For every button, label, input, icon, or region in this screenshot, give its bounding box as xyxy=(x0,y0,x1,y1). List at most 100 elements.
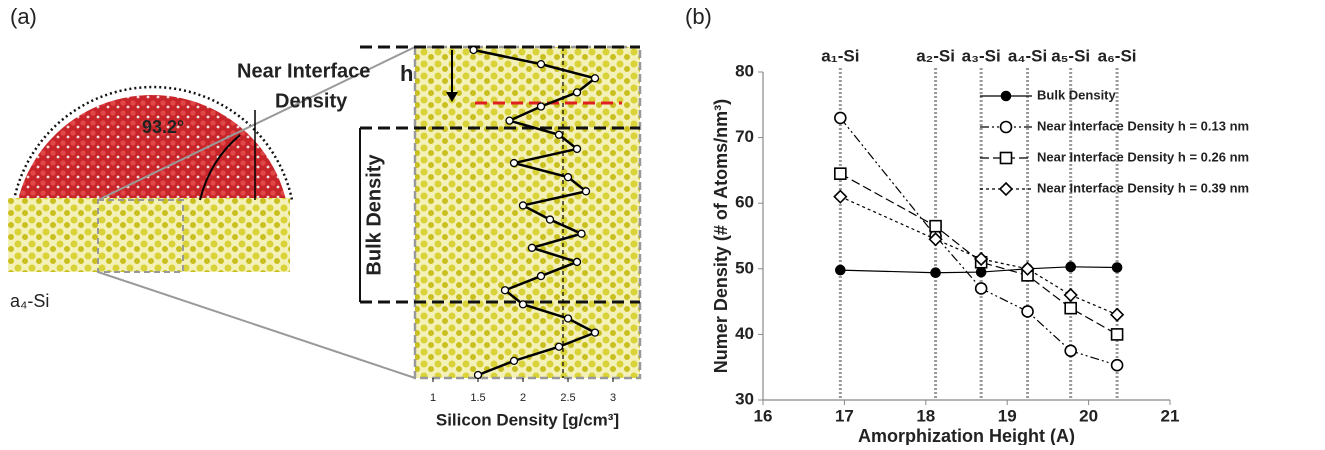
profile-point xyxy=(554,342,564,351)
profile-point xyxy=(536,59,546,69)
marker xyxy=(975,266,987,278)
legend-label: Near Interface Density h = 0.39 nm xyxy=(1037,180,1249,195)
profile-point xyxy=(509,356,519,366)
x-tick-label: 16 xyxy=(754,406,773,425)
series-line xyxy=(840,266,1118,274)
series-line xyxy=(840,196,1118,316)
x-tick-label: 20 xyxy=(1079,406,1098,425)
x-tick-label: 17 xyxy=(835,406,854,425)
marker xyxy=(835,264,846,276)
series-line xyxy=(840,173,1118,335)
marker xyxy=(834,167,847,180)
marker xyxy=(1109,307,1125,322)
marker xyxy=(930,267,941,279)
legend-marker xyxy=(999,120,1013,134)
inset xyxy=(413,45,642,380)
marker xyxy=(929,219,942,233)
legend-label: Near Interface Density h = 0.13 nm xyxy=(1037,118,1249,133)
series-line xyxy=(839,117,1118,366)
profile-point xyxy=(572,144,582,154)
marker xyxy=(1064,344,1077,358)
marker xyxy=(1063,287,1078,303)
legend-marker xyxy=(998,181,1014,197)
marker xyxy=(1064,301,1077,315)
near-interface-label: Near Interface xyxy=(237,60,370,82)
y-tick-label: 60 xyxy=(735,193,754,212)
marker xyxy=(1020,261,1035,276)
phase-label: a₃-Si xyxy=(962,46,1001,65)
profile-point xyxy=(527,243,537,252)
legend-label: Bulk Density xyxy=(1037,87,1117,102)
x-tick-label: 3 xyxy=(610,392,616,404)
x-tick-label: 2.5 xyxy=(560,392,575,404)
panel-label: (a) xyxy=(10,4,37,29)
profile-point xyxy=(518,201,528,210)
x-tick-label: 1 xyxy=(430,392,436,404)
y-tick-label: 40 xyxy=(735,324,754,343)
legend-label: Near Interface Density h = 0.26 nm xyxy=(1037,149,1249,164)
x-axis-title: Amorphization Height (A) xyxy=(858,426,1075,445)
y-axis-title: Numer Density (# of Atoms/nm³) xyxy=(711,99,731,373)
legend-marker xyxy=(999,151,1013,165)
marker xyxy=(1110,358,1124,372)
profile-point xyxy=(473,370,483,380)
h-arrowhead xyxy=(446,92,458,102)
marker xyxy=(1021,305,1034,318)
h-label: h xyxy=(400,61,413,86)
profile-point xyxy=(509,158,519,168)
zoom-line xyxy=(97,271,416,379)
contact-angle: 93.2° xyxy=(142,117,184,137)
x-tick-label: 19 xyxy=(998,406,1017,425)
phase-label: a₄-Si xyxy=(1008,46,1047,65)
y-tick-label: 70 xyxy=(735,127,754,146)
legend-marker xyxy=(1000,90,1012,102)
marker xyxy=(834,111,847,125)
profile-point xyxy=(572,88,582,97)
marker xyxy=(1065,261,1076,273)
profile-point xyxy=(590,328,600,337)
sample-label: a₄-Si xyxy=(10,291,49,311)
profile-point xyxy=(505,116,514,125)
y-tick-label: 80 xyxy=(735,61,754,80)
marker xyxy=(1111,262,1123,273)
profile-point xyxy=(518,300,528,309)
phase-label: a₅-Si xyxy=(1051,46,1090,65)
profile-point xyxy=(536,102,546,111)
zoom-box xyxy=(97,199,184,273)
profile-point xyxy=(536,271,546,281)
y-tick-label: 50 xyxy=(735,258,754,277)
marker xyxy=(833,189,848,204)
phase-label: a₂-Si xyxy=(916,46,955,65)
panel-label: (b) xyxy=(685,4,712,29)
x-tick-label: 2 xyxy=(520,392,526,404)
marker xyxy=(1110,328,1124,341)
marker xyxy=(974,282,988,295)
zoom-line xyxy=(97,46,416,201)
phase-label: a₆-Si xyxy=(1098,46,1137,65)
x-tick-label: 1.5 xyxy=(470,392,485,404)
profile-point xyxy=(554,130,564,139)
angle-arc xyxy=(199,134,241,201)
profile-point xyxy=(469,45,478,55)
profile-point xyxy=(545,215,555,224)
profile-point xyxy=(581,187,591,196)
x-axis-title: Silicon Density [g/cm³] xyxy=(436,410,619,429)
x-tick-label: 18 xyxy=(916,406,935,425)
profile-line xyxy=(473,48,599,377)
droplet xyxy=(18,94,286,200)
profile-point xyxy=(577,229,586,238)
marker xyxy=(974,251,989,267)
profile-point xyxy=(590,74,600,83)
substrate xyxy=(8,198,290,272)
profile-point xyxy=(572,257,582,267)
y-tick-label: 30 xyxy=(735,389,754,408)
profile-point xyxy=(563,314,573,323)
x-tick-label: 21 xyxy=(1161,406,1180,425)
bulk-label: Bulk Density xyxy=(363,154,385,276)
marker xyxy=(928,232,943,247)
phase-label: a₁-Si xyxy=(821,46,859,65)
near-interface-label: Density xyxy=(275,90,348,112)
profile-point xyxy=(563,173,573,182)
